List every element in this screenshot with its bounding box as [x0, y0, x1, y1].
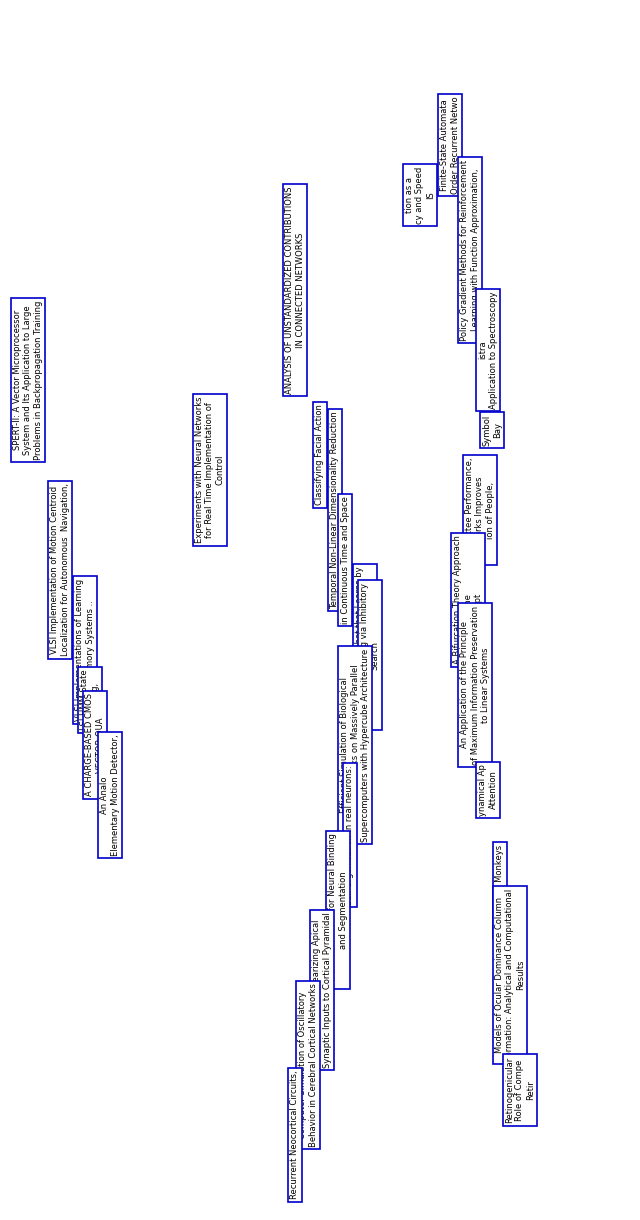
Text: Models of Ocular Dominance Column
Formation: Analytical and Computational
Result: Models of Ocular Dominance Column Format…	[495, 889, 525, 1061]
Text: ANALYSIS OF UNSTANDARDIZED CONTRIBUTIONS
IN CONNECTED NETWORKS: ANALYSIS OF UNSTANDARDIZED CONTRIBUTIONS…	[285, 187, 305, 394]
Text: Temporal Non-Linear Dimensionality Reduction: Temporal Non-Linear Dimensionality Reduc…	[330, 411, 339, 609]
Text: VLSI Implementations of Learning
and Memory Systems ..: VLSI Implementations of Learning and Mem…	[76, 580, 95, 721]
Text: An Analo
Elementary Motion Detector,: An Analo Elementary Motion Detector,	[100, 734, 120, 855]
Text: Classifying Facial Action: Classifying Facial Action	[316, 405, 324, 505]
Text: Associative Learning via Inhibitory
Search: Associative Learning via Inhibitory Sear…	[360, 582, 380, 727]
Text: Experiments with Neural Networks
for Real Time Implementation of
Control: Experiments with Neural Networks for Rea…	[195, 396, 225, 543]
Text: Retinogenicular
Role of Compe
Retir: Retinogenicular Role of Compe Retir	[505, 1057, 535, 1124]
Text: Committee Performance,
works Improves
ion of People,: Committee Performance, works Improves io…	[465, 458, 495, 562]
Text: Amplifying and Linearizing Apical
Synaptic Inputs to Cortical Pyramidal: Amplifying and Linearizing Apical Synapt…	[312, 913, 332, 1068]
Text: VLSI Implementation of Motion Centroid
Localization for Autonomous  Navigation,: VLSI Implementation of Motion Centroid L…	[51, 483, 70, 656]
Text: A CHARGE-BASED CMOS
VECTOR QUA: A CHARGE-BASED CMOS VECTOR QUA	[85, 693, 105, 797]
Text: in Continuous Time and Space: in Continuous Time and Space	[340, 497, 349, 623]
Text: SPERT-II: A Vector Microprocessor
System and Its Application to Large
Problems i: SPERT-II: A Vector Microprocessor System…	[13, 300, 43, 460]
Text: Robot that Learns by
Doing: Robot that Learns by Doing	[355, 566, 374, 654]
Text: Dual Mechanisms for Neural Binding
and Segmentation: Dual Mechanisms for Neural Binding and S…	[328, 833, 348, 987]
Text: A Bifurcation Theory Approach
the
Opt: A Bifurcation Theory Approach the Opt	[453, 536, 483, 665]
Text: ynamical Ap
Attention: ynamical Ap Attention	[478, 764, 498, 816]
Text: Computer Simulation of Oscillatory
Behavior in Cerebral Cortical Networks: Computer Simulation of Oscillatory Behav…	[298, 983, 317, 1147]
Text: Finite-State Automata
Order Recurrent Netwo: Finite-State Automata Order Recurrent Ne…	[440, 96, 460, 194]
Text: istra
Application to Spectroscopy: istra Application to Spectroscopy	[478, 292, 498, 409]
Text: LSI HMM State
spotting,: LSI HMM State spotting,	[80, 670, 100, 731]
Text: tion as a
cy and Speed
IS: tion as a cy and Speed IS	[405, 166, 435, 223]
Text: Policy Gradient Methods for Reinforcement
Learning with Function Approximation,: Policy Gradient Methods for Reinforcemen…	[460, 160, 480, 340]
Text: Recurrent Neocortical Circuits,: Recurrent Neocortical Circuits,	[291, 1071, 300, 1199]
Text: Self-organisation in real neurons:: Self-organisation in real neurons:	[346, 765, 355, 905]
Text: Efficient Simulation of Biological
Neural Networks on Massively Parallel
Superco: Efficient Simulation of Biological Neura…	[340, 648, 370, 842]
Text: Symbol
Bay: Symbol Bay	[483, 415, 502, 445]
Text: of Behaving Monkeys: of Behaving Monkeys	[495, 845, 504, 935]
Text: An Application of the Principle
of Maximum Information Preservation
to Linear Sy: An Application of the Principle of Maxim…	[460, 605, 490, 765]
